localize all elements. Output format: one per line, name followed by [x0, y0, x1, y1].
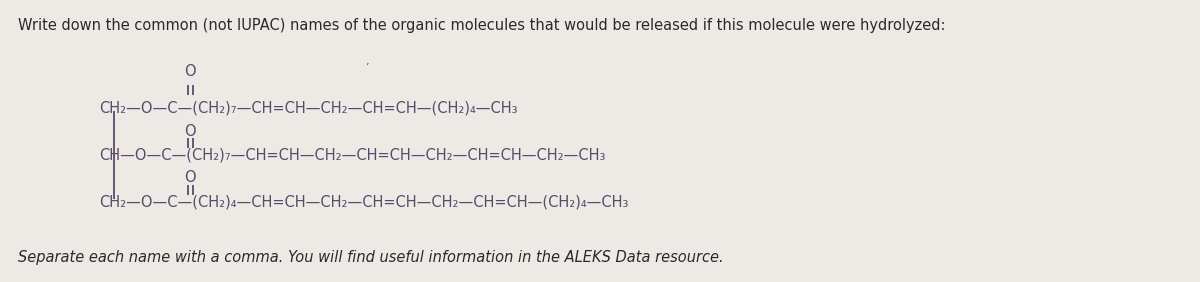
- Text: O: O: [185, 65, 196, 80]
- Text: O: O: [185, 124, 196, 138]
- Text: O: O: [185, 171, 196, 186]
- Text: CH₂—O—C—(CH₂)₄—CH=CH—CH₂—CH=CH—CH₂—CH=CH—(CH₂)₄—CH₃: CH₂—O—C—(CH₂)₄—CH=CH—CH₂—CH=CH—CH₂—CH=CH…: [100, 195, 629, 210]
- Text: Write down the common (not IUPAC) names of the organic molecules that would be r: Write down the common (not IUPAC) names …: [18, 18, 946, 33]
- Text: Separate each name with a comma. You will find useful information in the ALEKS D: Separate each name with a comma. You wil…: [18, 250, 724, 265]
- Text: CH₂—O—C—(CH₂)₇—CH=CH—CH₂—CH=CH—(CH₂)₄—CH₃: CH₂—O—C—(CH₂)₇—CH=CH—CH₂—CH=CH—(CH₂)₄—CH…: [100, 100, 517, 116]
- Text: CH—O—C—(CH₂)₇—CH=CH—CH₂—CH=CH—CH₂—CH=CH—CH₂—CH₃: CH—O—C—(CH₂)₇—CH=CH—CH₂—CH=CH—CH₂—CH=CH—…: [100, 147, 606, 162]
- Text: ’: ’: [365, 63, 368, 73]
